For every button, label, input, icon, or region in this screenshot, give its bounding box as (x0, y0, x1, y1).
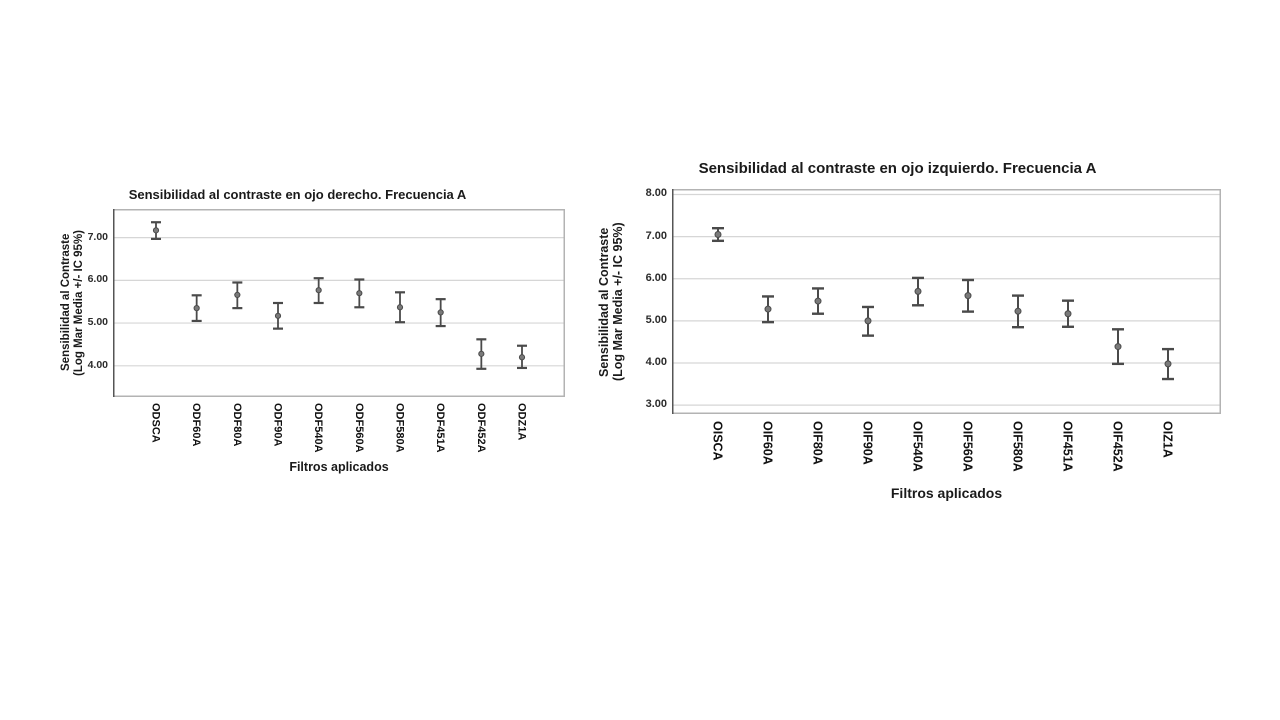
mean-marker (152, 227, 160, 234)
error-bar-group (517, 344, 527, 370)
y-tick-label: 4.00 (87, 358, 108, 371)
plot-area (672, 189, 1221, 414)
x-category-label: ODF540A (312, 403, 325, 453)
x-category-label: OIF80A (810, 421, 825, 465)
plot-frame (672, 189, 1221, 414)
x-category-label: OIF90A (860, 421, 875, 465)
x-category-label: ODF60A (190, 403, 203, 447)
x-category-label: ODF580A (393, 403, 406, 453)
mean-marker (437, 309, 444, 316)
mean-marker (814, 297, 822, 305)
mean-marker (193, 305, 200, 312)
chart-title: Sensibilidad al contraste en ojo izquier… (698, 160, 1097, 177)
mean-marker (315, 287, 322, 294)
error-bar-group (862, 305, 874, 337)
y-tick-label: 8.00 (645, 187, 667, 200)
chart-right-eye: Sensibilidad al contraste en ojo derecho… (55, 183, 570, 483)
error-bar-group (762, 295, 774, 324)
x-category-label: OIF60A (760, 421, 775, 465)
error-bar-group (912, 276, 924, 307)
error-bar-group (435, 298, 446, 328)
y-axis-label: Sensibilidad al Contraste (Log Mar Media… (597, 192, 625, 412)
x-axis-title: Filtros aplicados (289, 460, 389, 474)
x-category-label: OIF560A (960, 421, 975, 472)
x-category-label: ODZ1A (515, 403, 528, 441)
error-bar-group (476, 338, 487, 370)
y-tick-label: 7.00 (87, 230, 108, 243)
error-bar-group (354, 278, 365, 309)
x-category-label: OIF580A (1010, 421, 1025, 472)
mean-marker (234, 291, 241, 298)
plot-area (113, 209, 565, 397)
y-tick-label: 7.00 (645, 229, 667, 242)
error-bar-group (1062, 299, 1074, 328)
mean-marker (964, 292, 972, 300)
mean-marker (714, 231, 722, 239)
x-category-label: ODF560A (352, 403, 365, 453)
chart-title: Sensibilidad al contraste en ojo derecho… (128, 187, 467, 202)
y-axis-label-line2: (Log Mar Media +/- IC 95%) (611, 222, 625, 382)
plot-canvas (672, 189, 1221, 414)
x-category-label: OISCA (710, 421, 725, 461)
x-category-label: OIF540A (910, 421, 925, 472)
y-tick-label: 6.00 (645, 271, 667, 284)
mean-marker (914, 287, 922, 295)
mean-marker (356, 290, 363, 297)
error-bar-group (1112, 328, 1124, 366)
x-category-label: ODF451A (434, 403, 447, 453)
x-category-label: ODSCA (149, 403, 162, 443)
error-bar-group (313, 277, 324, 305)
mean-marker (1114, 343, 1122, 351)
error-bar-group (273, 301, 283, 330)
error-bar-group (712, 226, 724, 243)
mean-marker (1164, 360, 1172, 368)
mean-marker (518, 354, 526, 361)
y-tick-label: 5.00 (87, 316, 108, 329)
error-bar-group (151, 221, 161, 241)
x-category-label: OIF451A (1060, 421, 1075, 472)
mean-marker (864, 317, 872, 325)
plot-canvas (113, 209, 565, 397)
mean-marker (1014, 307, 1022, 315)
error-bar-group (191, 294, 202, 323)
y-tick-label: 3.00 (645, 398, 667, 411)
mean-marker (274, 312, 282, 319)
x-category-label: ODF80A (230, 403, 243, 447)
mean-marker (764, 305, 772, 313)
error-bar-group (962, 278, 974, 313)
y-tick-label: 4.00 (645, 356, 667, 369)
mean-marker (396, 304, 404, 311)
error-bar-group (1012, 294, 1024, 329)
chart-left-eye: Sensibilidad al contraste en ojo izquier… (595, 148, 1240, 518)
error-bar-group (1162, 347, 1174, 381)
y-axis-label-line1: Sensibilidad al Contraste (597, 227, 611, 377)
y-tick-label: 5.00 (645, 313, 667, 326)
error-bar-group (232, 281, 243, 310)
x-category-label: ODF452A (474, 403, 487, 453)
error-bar-group (812, 287, 824, 315)
x-axis-title: Filtros aplicados (890, 485, 1003, 501)
x-category-label: OIZ1A (1160, 421, 1175, 458)
x-category-label: OIF452A (1110, 421, 1125, 472)
x-category-label: ODF90A (271, 403, 284, 447)
mean-marker (478, 350, 485, 357)
y-tick-label: 6.00 (87, 273, 108, 286)
mean-marker (1064, 310, 1072, 318)
error-bar-group (395, 291, 405, 324)
